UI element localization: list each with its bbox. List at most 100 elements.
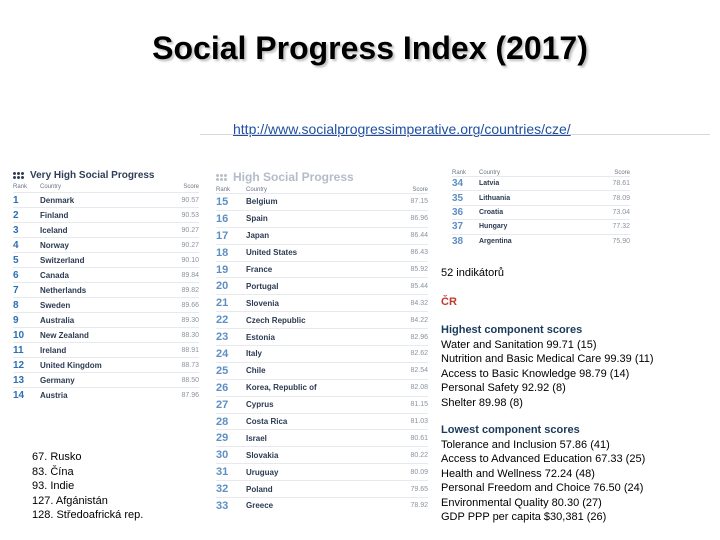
- country-cell: Ireland: [40, 345, 67, 355]
- high-rows: 15 Belgium 87.15 16 Spain 86.96 17 Japan 86.44 18…: [216, 193, 428, 514]
- country-cell: Korea, Republic of: [246, 383, 317, 393]
- table-row: 10 New Zealand 88.30: [13, 327, 199, 342]
- country-cell: Denmark: [40, 195, 75, 205]
- score-cell: 82.54: [410, 367, 428, 375]
- table-row: 5 Switzerland 90.10: [13, 252, 199, 267]
- rank-cell: 15: [216, 195, 229, 208]
- score-cell: 82.62: [410, 350, 428, 358]
- country-cell: Sweden: [40, 300, 71, 310]
- rank-cell: 9: [13, 314, 19, 326]
- score-cell: 78.61: [612, 180, 630, 188]
- rank-cell: 16: [216, 212, 229, 225]
- table-row: 24 Italy 82.62: [216, 345, 428, 362]
- rank-cell: 23: [216, 331, 229, 344]
- rank-cell: 38: [452, 235, 464, 247]
- table-row: 11 Ireland 88.91: [13, 342, 199, 357]
- country-cell: Norway: [40, 240, 69, 250]
- score-cell: 89.84: [181, 271, 199, 279]
- lowest-lines: Tolerance and Inclusion 57.86 (41) Access…: [441, 438, 645, 525]
- country-cell: Cyprus: [246, 400, 274, 410]
- table-row: 37 Hungary 77.32: [452, 219, 630, 233]
- rank-cell: 33: [216, 499, 229, 512]
- col-country: Country: [40, 184, 62, 190]
- text-line: Access to Advanced Education 67.33 (25): [441, 453, 646, 465]
- highest-scores: Highest component scores Water and Sanit…: [441, 323, 654, 410]
- score-cell: 86.96: [410, 215, 428, 223]
- country-cell: Netherlands: [40, 285, 87, 295]
- table-row: 7 Netherlands 89.82: [13, 282, 199, 297]
- rank-cell: 31: [216, 466, 229, 479]
- col-rank: Rank: [13, 184, 28, 190]
- table-row: 38 Argentina 75.90: [452, 233, 630, 248]
- country-cell: Iceland: [40, 225, 68, 235]
- rank-cell: 20: [216, 280, 229, 293]
- rank-cell: 10: [13, 329, 25, 341]
- lowest-heading: Lowest component scores: [441, 424, 580, 436]
- high-heading: High Social Progress: [216, 170, 428, 184]
- rank-cell: 29: [216, 432, 229, 445]
- table-row: 3 Iceland 90.27: [13, 222, 199, 237]
- rank-cell: 28: [216, 415, 229, 428]
- country-cell: Chile: [246, 366, 266, 376]
- table-row: 14 Austria 87.96: [13, 387, 199, 402]
- score-cell: 82.08: [410, 384, 428, 392]
- rank-cell: 4: [13, 239, 19, 251]
- lowest-scores: Lowest component scores Tolerance and In…: [441, 423, 645, 525]
- table-row: 12 United Kingdom 88.73: [13, 357, 199, 372]
- rank-cell: 26: [216, 381, 229, 394]
- table-row: 22 Czech Republic 84.22: [216, 311, 428, 328]
- country-cell: Croatia: [479, 208, 504, 216]
- country-cell: Latvia: [479, 180, 500, 188]
- table-row: 20 Portugal 85.44: [216, 277, 428, 294]
- col-score: Score: [614, 170, 630, 176]
- text-line: 67. Rusko: [32, 451, 82, 463]
- country-cell: Finland: [40, 210, 69, 220]
- rank-cell: 22: [216, 314, 229, 327]
- table-row: 8 Sweden 89.66: [13, 297, 199, 312]
- table-row: 30 Slovakia 80.22: [216, 446, 428, 463]
- score-cell: 90.10: [181, 256, 199, 264]
- score-cell: 88.91: [181, 346, 199, 354]
- score-cell: 79.65: [410, 485, 428, 493]
- dots-icon: [216, 173, 227, 181]
- rank-cell: 18: [216, 246, 229, 259]
- rank-cell: 37: [452, 221, 464, 233]
- score-cell: 75.90: [612, 237, 630, 245]
- slide-title: Social Progress Index (2017): [152, 30, 588, 66]
- country-cell: Italy: [246, 349, 263, 359]
- rank-cell: 27: [216, 398, 229, 411]
- very-high-rows: 1 Denmark 90.57 2 Finland 90.53 3 Iceland 90.27 4…: [13, 192, 199, 402]
- table-row: 32 Poland 79.65: [216, 480, 428, 497]
- table-row: 21 Slovenia 84.32: [216, 294, 428, 311]
- country-cell: Estonia: [246, 332, 275, 342]
- table-row: 34 Latvia 78.61: [452, 176, 630, 190]
- table-row: 4 Norway 90.27: [13, 237, 199, 252]
- rank-cell: 3: [13, 224, 19, 236]
- country-cell: Austria: [40, 390, 68, 400]
- country-cell: Germany: [40, 375, 75, 385]
- table-header: Rank Country Score: [452, 170, 630, 176]
- table-row: 19 France 85.92: [216, 260, 428, 278]
- score-cell: 89.82: [181, 286, 199, 294]
- table-row: 26 Korea, Republic of 82.08: [216, 378, 428, 396]
- table-row: 1 Denmark 90.57: [13, 192, 199, 207]
- score-cell: 80.22: [410, 451, 428, 459]
- text-line: Shelter 89.98 (8): [441, 396, 523, 409]
- rank-cell: 36: [452, 206, 464, 218]
- rank-cell: 13: [13, 374, 25, 386]
- text-line: Tolerance and Inclusion 57.86 (41): [441, 438, 610, 451]
- text-line: Environmental Quality 80.30 (27): [441, 496, 602, 509]
- table-row: 15 Belgium 87.15: [216, 193, 428, 210]
- score-cell: 89.30: [181, 316, 199, 324]
- score-cell: 73.04: [612, 208, 630, 216]
- source-link[interactable]: http://www.socialprogressimperative.org/…: [233, 121, 571, 137]
- score-cell: 84.22: [410, 316, 428, 324]
- table-row: 33 Greece 78.92: [216, 497, 428, 514]
- table-row: 16 Spain 86.96: [216, 209, 428, 227]
- country-cell: Poland: [246, 484, 273, 494]
- country-cell: United Kingdom: [40, 360, 102, 370]
- country-cell: Lithuania: [479, 194, 511, 202]
- score-cell: 85.44: [410, 282, 428, 290]
- country-cell: Hungary: [479, 223, 508, 231]
- table-row: 36 Croatia 73.04: [452, 204, 630, 219]
